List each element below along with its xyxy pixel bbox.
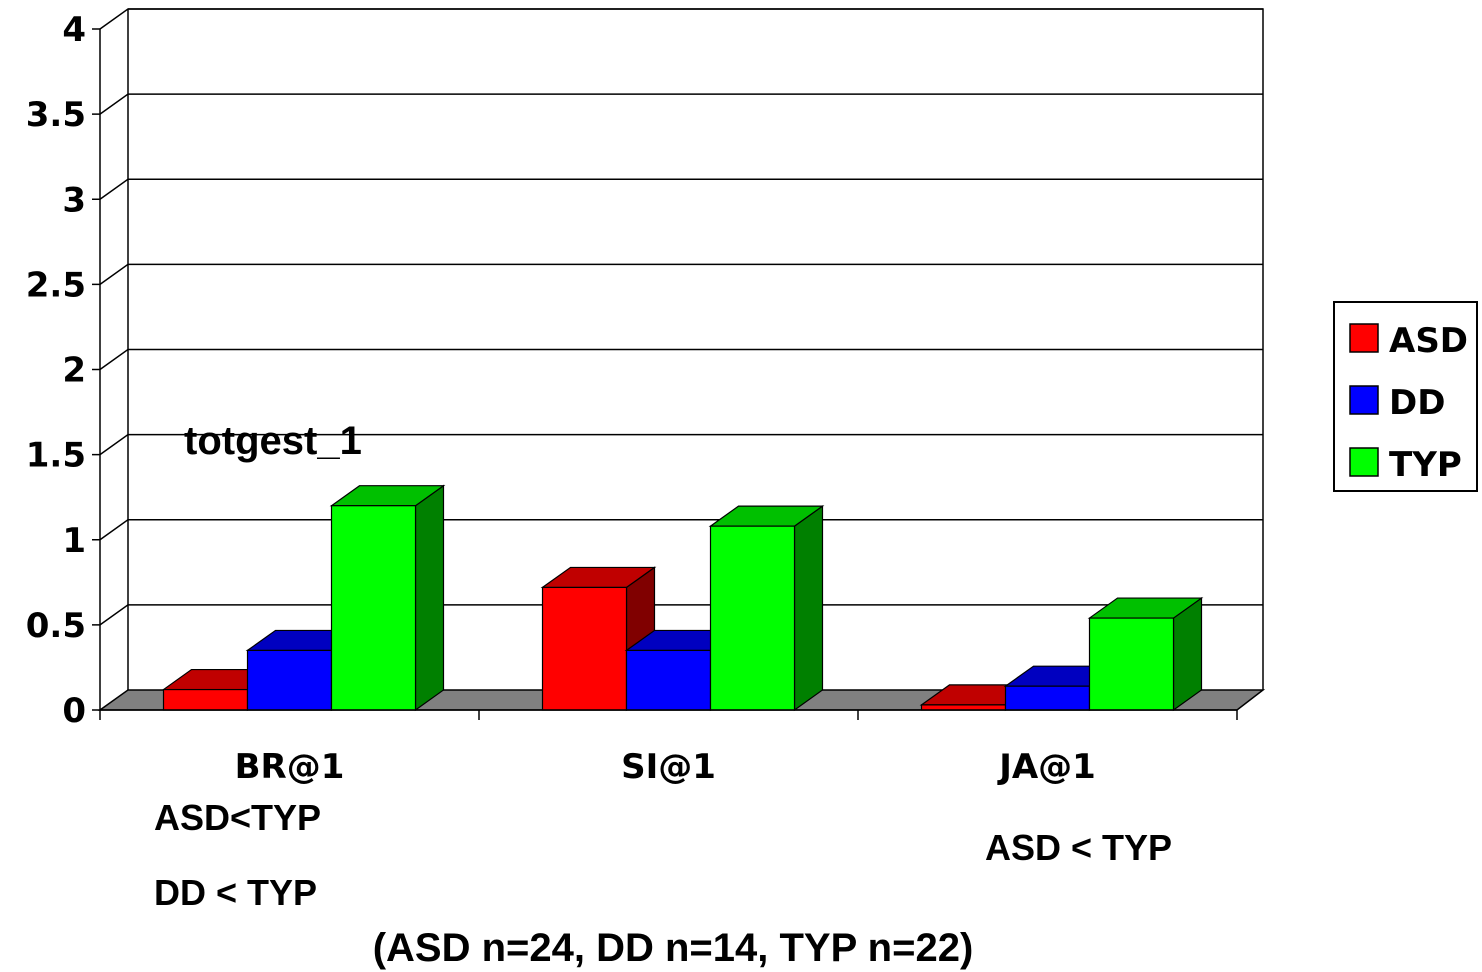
gridline	[99, 604, 1263, 626]
y-tick-label: 0	[62, 691, 86, 731]
axes	[92, 28, 1238, 720]
bar-front	[330, 505, 417, 711]
sample-size-footnote: (ASD n=24, DD n=14, TYP n=22)	[373, 926, 974, 970]
gridline	[99, 263, 1263, 285]
y-tick-label: 1	[62, 521, 86, 561]
gridline	[99, 8, 1263, 30]
bar-typ-2	[1087, 596, 1204, 712]
x-tick-label: BR@1	[235, 747, 345, 787]
annotation-br-dd: DD < TYP	[154, 872, 317, 913]
x-tick-labels: BR@1 SI@1 JA@1	[235, 747, 1096, 787]
gridline	[99, 93, 1263, 115]
bar-front	[246, 649, 333, 711]
legend-label-asd: ASD	[1389, 321, 1468, 361]
gridline	[99, 348, 1263, 371]
y-tick-label: 3	[62, 180, 86, 220]
bar-side	[414, 484, 445, 712]
legend-label-dd: DD	[1389, 383, 1445, 423]
bar-front	[709, 525, 796, 711]
bar-typ-1	[708, 504, 825, 712]
y-tick-label: 3.5	[26, 95, 86, 135]
bar-side	[793, 504, 824, 712]
bar-front	[162, 688, 249, 711]
gridline	[99, 178, 1263, 200]
y-tick-labels: 0 0.5 1 1.5 2 2.5 3 3.5 4	[26, 10, 86, 731]
y-tick-label: 0.5	[26, 606, 86, 646]
legend-swatch-dd	[1349, 385, 1379, 415]
bar-front	[1004, 685, 1091, 711]
annotation-ja-asd: ASD < TYP	[985, 827, 1172, 868]
bar-front	[541, 586, 628, 711]
bar-asd-1	[540, 566, 657, 712]
chart-title: totgest_1	[184, 419, 362, 463]
gridline	[99, 519, 1263, 541]
legend-label-typ: TYP	[1389, 445, 1462, 485]
legend-swatch-typ	[1349, 447, 1379, 477]
x-tick-label: SI@1	[621, 747, 716, 787]
y-tick-label: 2.5	[26, 265, 86, 305]
x-tick-label: JA@1	[997, 747, 1096, 787]
annotation-br-asd: ASD<TYP	[154, 797, 321, 838]
y-tick-label: 2	[62, 351, 86, 391]
gridline	[99, 433, 1263, 456]
bar-typ-0	[329, 484, 446, 712]
gridlines	[99, 8, 1263, 626]
legend: ASD DD TYP	[1333, 301, 1478, 492]
legend-swatch-asd	[1349, 323, 1379, 353]
y-tick-label: 4	[62, 10, 86, 50]
bar-front	[625, 649, 712, 711]
bar-front	[1088, 617, 1175, 711]
bar-front	[920, 704, 1007, 711]
bars	[161, 484, 1204, 712]
y-tick-label: 1.5	[26, 436, 86, 476]
